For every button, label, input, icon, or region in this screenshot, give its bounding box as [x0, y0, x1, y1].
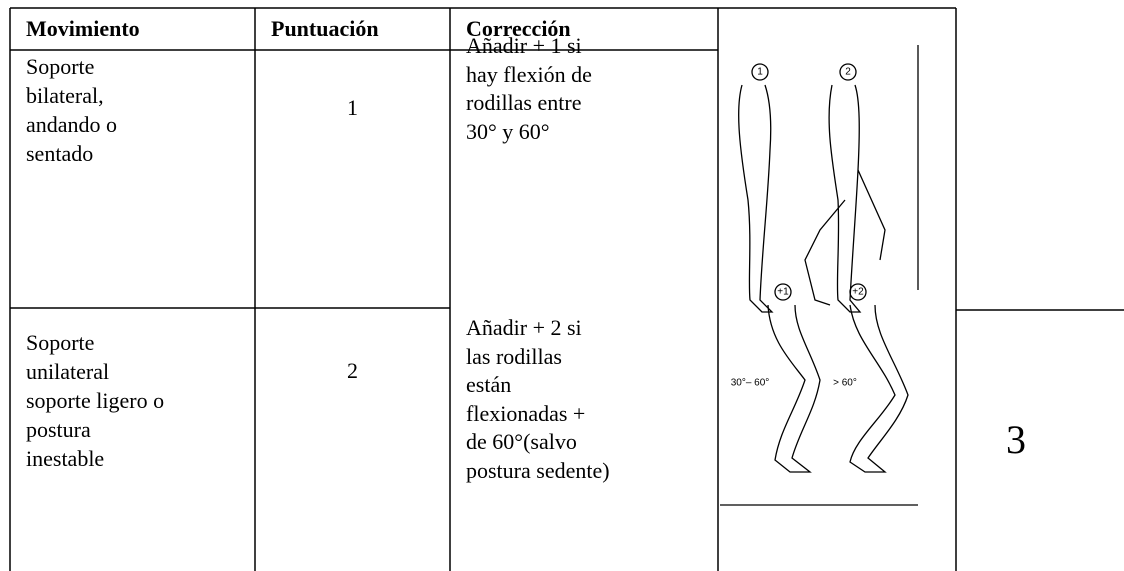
figure-label: 30°– 60°	[731, 378, 770, 389]
correction-line: Añadir + 2 si	[466, 315, 582, 340]
movement-line: sentado	[26, 141, 94, 166]
correction-line: de 60°(salvo	[466, 429, 577, 454]
movement-line: bilateral,	[26, 83, 104, 108]
correction-line: Añadir + 1 si	[466, 33, 582, 58]
correction-line: rodillas entre	[466, 90, 582, 115]
correction-line: hay flexión de	[466, 61, 592, 87]
figure-label: 1	[757, 67, 763, 78]
correction-line: postura sedente)	[466, 457, 610, 483]
correction-line: 30° y 60°	[466, 118, 550, 144]
movement-line: inestable	[26, 446, 105, 471]
header-cell: Movimiento	[26, 16, 140, 41]
figure-label: +2	[852, 287, 864, 298]
knee-figure	[720, 45, 919, 506]
score: 1	[347, 95, 358, 120]
figure-label: 2	[845, 67, 851, 78]
correction-line: están	[466, 372, 512, 397]
header-cell: Puntuación	[271, 16, 379, 41]
movement-line: soporte ligero o	[26, 388, 165, 413]
movement-line: unilateral	[26, 359, 110, 384]
header-cell: Corrección	[466, 16, 571, 41]
side-score: 3	[1006, 417, 1026, 462]
figure-label: > 60°	[833, 378, 857, 389]
movement-line: andando o	[26, 112, 118, 137]
movement-line: postura	[26, 417, 91, 442]
movement-line: Soporte	[26, 54, 95, 79]
movement-line: Soporte	[26, 330, 95, 355]
score: 2	[347, 358, 358, 383]
correction-line: las rodillas	[466, 343, 562, 369]
correction-line: flexionadas +	[466, 400, 586, 426]
figure-label: +1	[777, 287, 789, 298]
